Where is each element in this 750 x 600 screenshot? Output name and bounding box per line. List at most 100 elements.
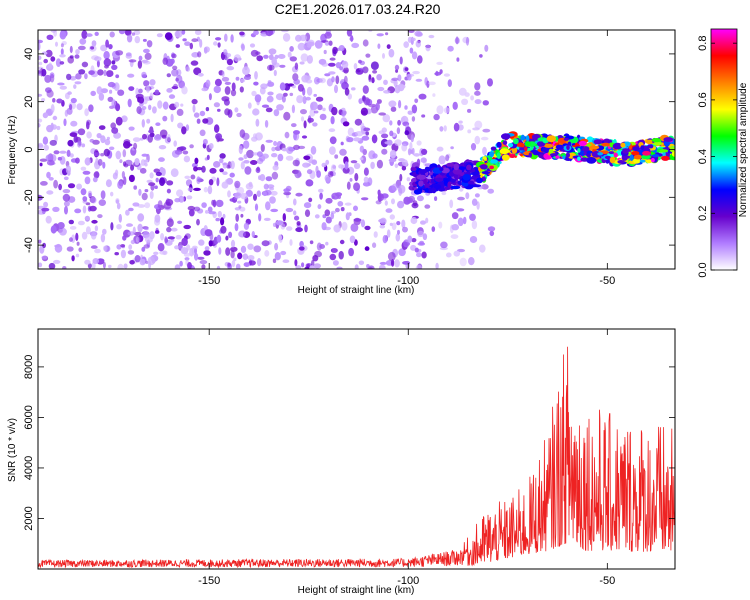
noise-blob: [438, 221, 443, 229]
noise-blob: [252, 152, 259, 156]
noise-blob: [408, 30, 415, 33]
noise-blob: [69, 45, 73, 54]
noise-blob: [268, 48, 277, 55]
noise-blob: [132, 137, 141, 143]
noise-blob: [50, 225, 57, 234]
noise-blob: [177, 220, 183, 224]
noise-blob: [265, 30, 273, 37]
noise-blob: [62, 193, 71, 202]
noise-blob: [64, 205, 68, 215]
noise-blob: [46, 89, 54, 98]
noise-blob: [181, 30, 186, 35]
noise-blob: [46, 159, 55, 166]
noise-blob: [401, 143, 408, 152]
noise-blob: [234, 223, 239, 232]
noise-blob: [240, 78, 246, 83]
noise-blob: [341, 60, 349, 69]
noise-blob: [338, 164, 344, 169]
noise-blob: [215, 37, 222, 41]
noise-blob: [474, 82, 481, 91]
noise-blob: [366, 264, 370, 269]
noise-blob: [411, 116, 416, 122]
noise-blob: [399, 173, 403, 182]
noise-blob: [179, 260, 183, 267]
signal-blob: [524, 140, 531, 147]
noise-blob: [256, 258, 262, 267]
noise-blob: [174, 198, 181, 203]
noise-blob: [203, 186, 208, 193]
signal-blob: [651, 138, 662, 143]
noise-blob: [409, 47, 414, 54]
noise-blob: [330, 212, 335, 220]
noise-blob: [221, 76, 230, 82]
noise-blob: [467, 108, 472, 113]
noise-blob: [163, 201, 172, 210]
noise-blob: [400, 84, 406, 89]
noise-blob: [39, 162, 43, 167]
noise-blob: [265, 176, 273, 182]
noise-blob: [86, 121, 90, 130]
noise-blob: [311, 259, 315, 267]
noise-blob: [144, 227, 149, 231]
noise-blob: [482, 146, 487, 156]
noise-blob: [439, 126, 444, 132]
noise-blob: [439, 247, 448, 251]
noise-blob: [222, 171, 228, 175]
noise-blob: [438, 155, 446, 165]
noise-blob: [289, 46, 294, 52]
noise-blob: [386, 44, 391, 49]
noise-blob: [94, 248, 101, 254]
noise-blob: [303, 155, 311, 161]
noise-blob: [310, 145, 317, 155]
noise-blob: [115, 50, 124, 56]
noise-blob: [353, 162, 361, 170]
noise-blob: [226, 177, 234, 185]
signal-blob: [528, 152, 532, 158]
noise-blob: [181, 86, 188, 95]
noise-blob: [134, 158, 140, 166]
noise-blob: [252, 108, 260, 116]
noise-blob: [401, 219, 406, 229]
noise-blob: [407, 110, 413, 115]
signal-blob: [511, 146, 518, 154]
noise-blob: [304, 209, 311, 217]
noise-blob: [309, 265, 315, 269]
noise-blob: [267, 81, 275, 87]
noise-blob: [426, 80, 430, 88]
noise-blob: [452, 101, 458, 110]
noise-blob: [172, 65, 178, 71]
noise-blob: [50, 122, 54, 131]
noise-blob: [297, 84, 304, 92]
noise-blob: [420, 220, 426, 225]
noise-blob: [247, 243, 254, 250]
noise-blob: [79, 38, 87, 45]
noise-blob: [167, 134, 171, 142]
noise-blob: [214, 124, 220, 133]
noise-blob: [273, 69, 277, 77]
noise-blob: [98, 125, 106, 130]
noise-blob: [315, 96, 324, 102]
noise-blob: [84, 216, 90, 221]
signal-blob: [462, 173, 471, 181]
noise-blob: [75, 253, 80, 258]
noise-blob: [370, 61, 379, 70]
noise-blob: [230, 239, 236, 248]
noise-blob: [243, 160, 250, 164]
noise-blob: [70, 97, 77, 104]
noise-blob: [102, 228, 107, 235]
snr-x-axis-label: Height of straight line (km): [298, 585, 415, 596]
noise-blob: [386, 229, 391, 238]
noise-blob: [90, 245, 98, 249]
noise-blob: [227, 262, 231, 267]
noise-blob: [398, 100, 402, 109]
noise-blob: [149, 172, 154, 179]
noise-blob: [401, 165, 407, 171]
signal-blob: [476, 177, 483, 184]
noise-blob: [141, 119, 145, 128]
noise-blob: [128, 59, 137, 63]
noise-blob: [38, 55, 42, 60]
noise-blob: [59, 150, 67, 154]
noise-blob: [353, 218, 362, 222]
noise-blob: [185, 66, 191, 72]
noise-blob: [138, 188, 142, 196]
